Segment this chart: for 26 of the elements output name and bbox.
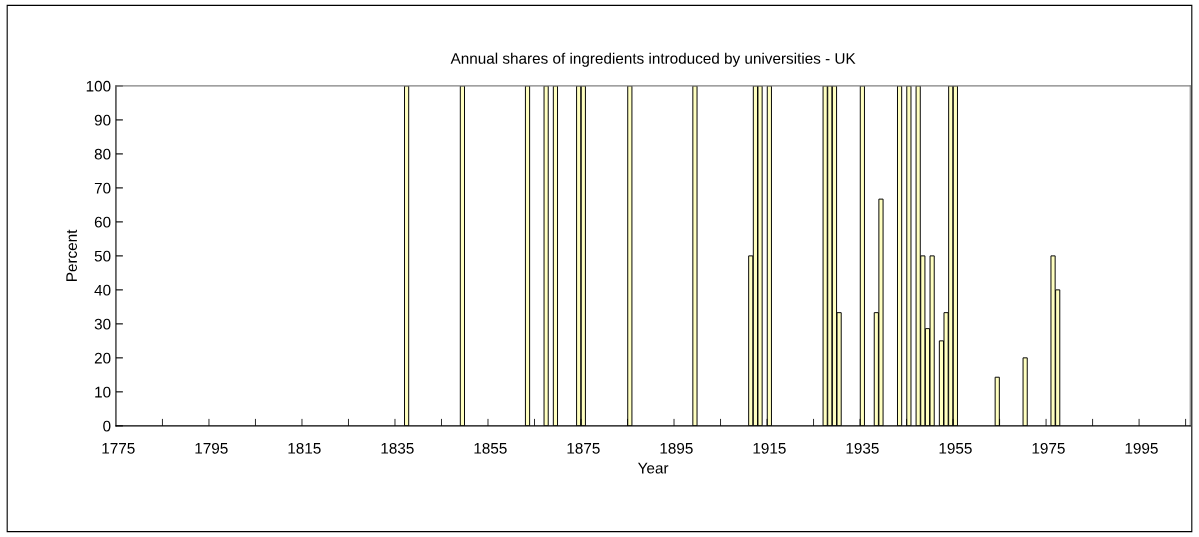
y-tick-label: 60 [94, 216, 111, 228]
y-axis-title: Percent [66, 229, 78, 281]
x-tick-label: 1935 [846, 442, 879, 454]
x-tick-label: 1955 [939, 442, 972, 454]
x-tick-label: 1895 [660, 442, 693, 454]
x-tick-label: 1875 [567, 442, 600, 454]
y-tick-label: 80 [94, 148, 111, 160]
x-axis-title: Year [637, 462, 669, 474]
y-tick-label: 100 [86, 80, 111, 92]
x-tick-label: 1915 [753, 442, 786, 454]
y-tick-label: 40 [94, 284, 111, 296]
x-tick-label: 1775 [102, 443, 135, 454]
y-tick-label: 30 [94, 318, 111, 330]
x-tick-label: 1815 [288, 442, 321, 454]
x-tick-label: 1995 [1125, 442, 1158, 454]
x-tick-label: 1975 [1032, 442, 1065, 454]
x-tick-label: 1835 [381, 442, 414, 454]
x-tick-label: 1795 [195, 442, 228, 454]
y-tick-label: 50 [94, 250, 111, 262]
y-tick-label: 70 [94, 182, 111, 194]
x-tick-label: 1855 [474, 442, 507, 454]
y-tick-label: 0 [103, 420, 111, 432]
y-tick-label: 90 [94, 114, 111, 126]
y-tick-label: 10 [95, 386, 111, 398]
y-tick-label: 20 [94, 352, 111, 364]
chart-title: Annual shares of ingredients introduced by universities - UK [450, 52, 856, 67]
